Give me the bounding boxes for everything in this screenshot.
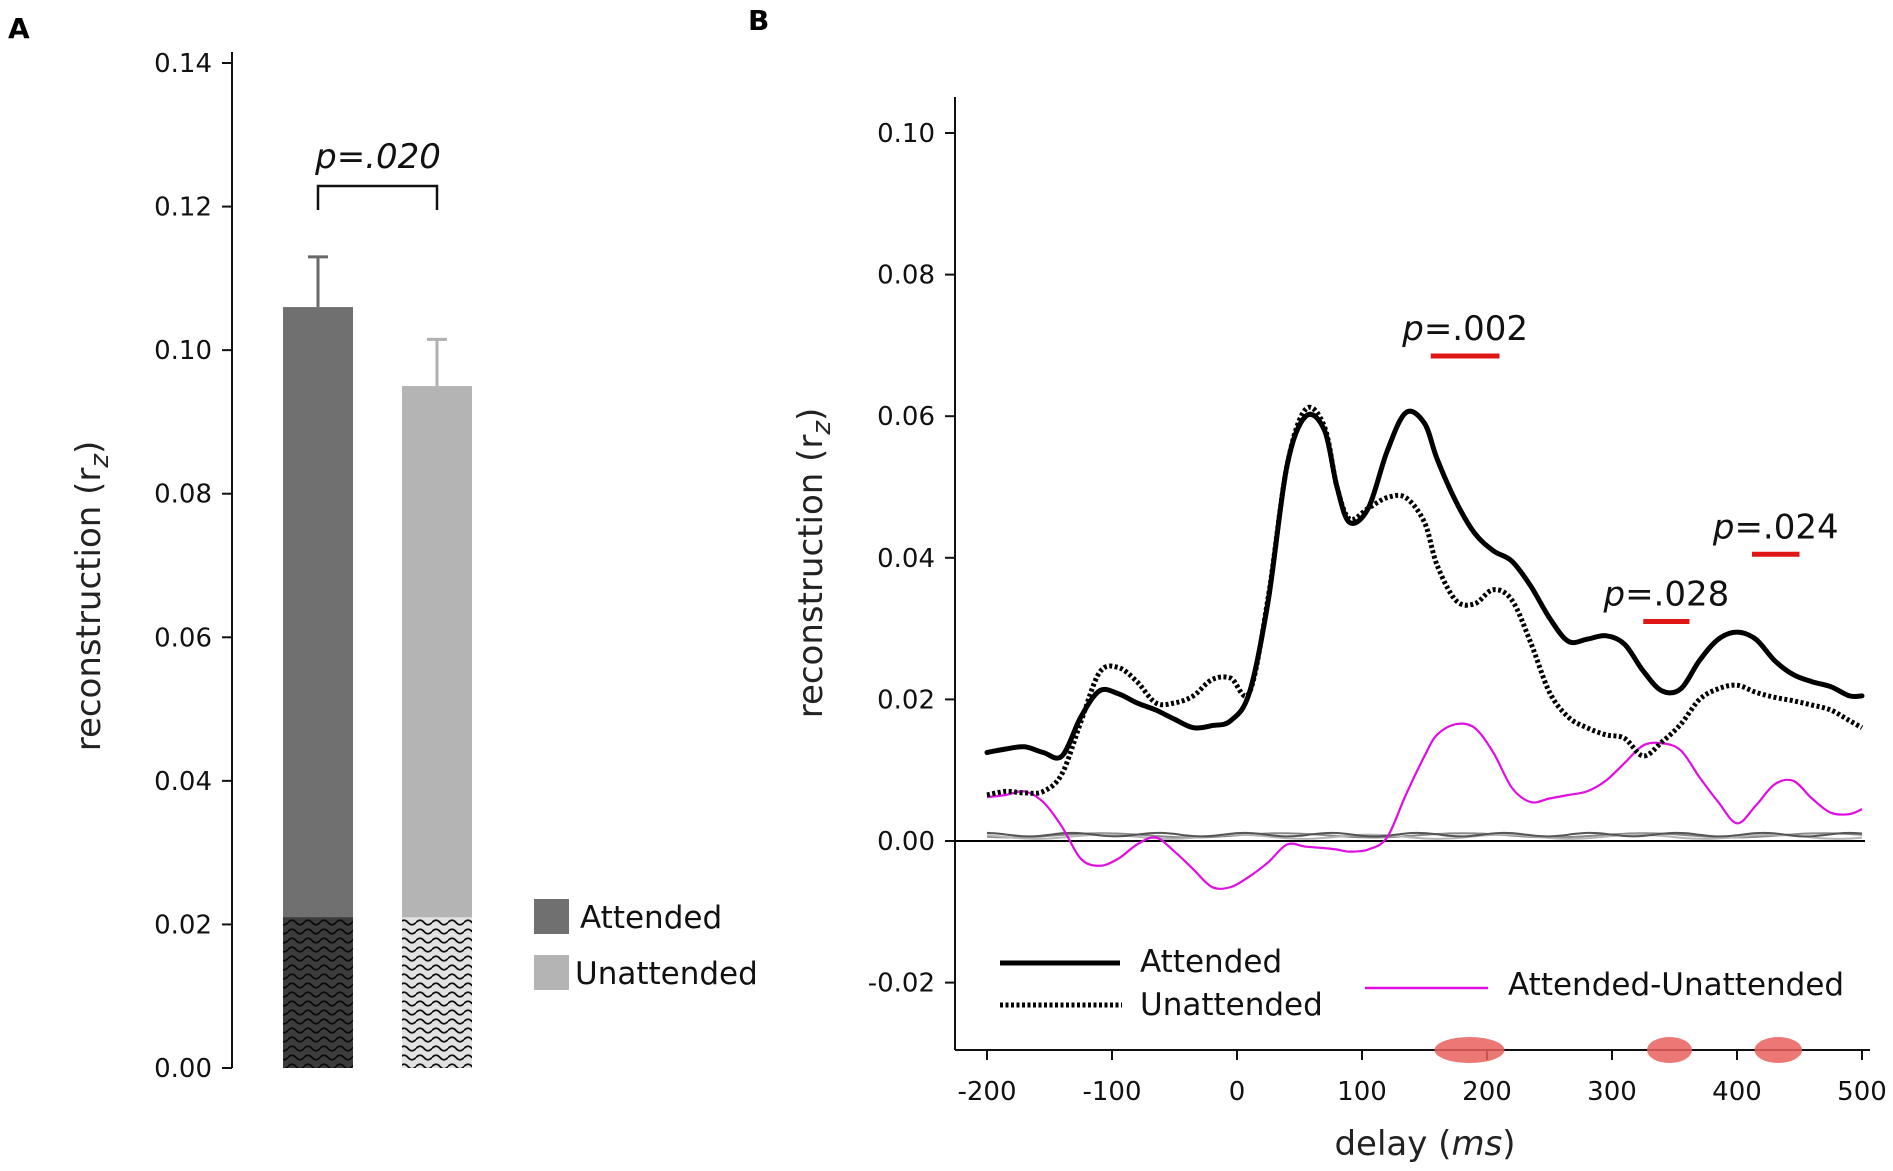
panel-a-y-tick-label: 0.04 xyxy=(154,767,212,797)
significant-window-marker xyxy=(1434,1037,1505,1063)
series-line-attended xyxy=(984,408,1865,761)
panel-b-line-chart: -0.02 0.00 0.02 0.04 0.06 0.08 0.10 -200 -100 0 1… xyxy=(791,97,1887,1164)
legend-label-attended-a: Attended xyxy=(580,900,722,936)
significance-label: p=.028 xyxy=(1602,575,1729,615)
panel-a-bars xyxy=(283,255,472,1069)
panel-b-y-axis-title: reconstruction (rz) xyxy=(791,408,837,719)
panel-b-y-tick-label: 0.08 xyxy=(877,261,935,291)
legend-label-unattended-b: Unattended xyxy=(1140,987,1323,1023)
panel-b-x-ticks: -200 -100 0 100 200 300 400 500 xyxy=(957,1050,1887,1107)
panel-b-y-tick-label: 0.10 xyxy=(877,119,935,149)
series-line-attended-unattended xyxy=(986,722,1863,890)
significant-window-marker xyxy=(1754,1037,1802,1063)
panel-a-significance-bracket xyxy=(316,184,439,210)
significance-label: p=.002 xyxy=(1401,309,1528,349)
panel-a-p-value: p=.020 xyxy=(314,137,441,177)
legend-swatch-unattended-a xyxy=(534,955,569,990)
panel-a-y-axis-title: reconstruction (rz) xyxy=(69,441,115,752)
chance-hatch-attended xyxy=(283,917,353,1068)
series-line-unattended xyxy=(986,404,1864,798)
panel-a-bar-chart: 0.00 0.02 0.04 0.06 0.08 0.10 0.12 0.14 reconst… xyxy=(69,49,758,1084)
panel-a-y-tick-label: 0.08 xyxy=(154,480,212,510)
panel-b-x-tick-label: 300 xyxy=(1587,1077,1637,1107)
panel-a-y-tick-label: 0.10 xyxy=(154,336,212,366)
panel-b-series xyxy=(955,404,1865,890)
panel-label-b: B xyxy=(748,4,769,37)
legend-label-difference-b: Attended-Unattended xyxy=(1508,967,1844,1003)
panel-b-y-tick-label: 0.06 xyxy=(877,402,935,432)
significant-window-marker xyxy=(1647,1037,1692,1063)
panel-b-significance: p=.002 p=.028 p=.024 xyxy=(1401,309,1839,1063)
panel-b-x-axis-title: delay (ms) xyxy=(1334,1124,1515,1164)
panel-b-x-tick-label: 400 xyxy=(1712,1077,1762,1107)
panel-b-x-tick-label: 500 xyxy=(1837,1077,1887,1107)
panel-b-y-tick-label: 0.02 xyxy=(877,685,935,715)
panel-b-x-tick-label: 100 xyxy=(1337,1077,1387,1107)
panel-b-x-tick-label: 200 xyxy=(1462,1077,1512,1107)
panel-a-y-tick-label: 0.06 xyxy=(154,623,212,653)
panel-b-y-ticks: -0.02 0.00 0.02 0.04 0.06 0.08 0.10 xyxy=(868,119,955,999)
chance-level-line xyxy=(986,831,1863,838)
panel-a-y-tick-label: 0.02 xyxy=(154,910,212,940)
panel-b-x-tick-label: -100 xyxy=(1082,1077,1141,1107)
legend-label-attended-b: Attended xyxy=(1140,944,1282,980)
panel-b-y-tick-label: -0.02 xyxy=(868,969,935,999)
legend-label-unattended-a: Unattended xyxy=(575,956,758,992)
panel-b-y-tick-label: 0.04 xyxy=(877,544,935,574)
panel-label-a: A xyxy=(8,12,30,45)
panel-a-y-ticks: 0.00 0.02 0.04 0.06 0.08 0.10 0.12 0.14 xyxy=(154,49,232,1084)
panel-a-y-tick-label: 0.00 xyxy=(154,1054,212,1084)
chance-hatch-unattended xyxy=(402,917,472,1068)
panel-b-y-tick-label: 0.00 xyxy=(877,827,935,857)
chance-level-line xyxy=(986,833,1863,840)
panel-a-y-tick-label: 0.12 xyxy=(154,193,212,223)
panel-a-y-tick-label: 0.14 xyxy=(154,49,212,79)
panel-b-x-tick-label: -200 xyxy=(957,1077,1016,1107)
legend-swatch-attended-a xyxy=(534,899,569,934)
panel-b-x-tick-label: 0 xyxy=(1229,1077,1246,1107)
significance-label: p=.024 xyxy=(1712,507,1839,547)
